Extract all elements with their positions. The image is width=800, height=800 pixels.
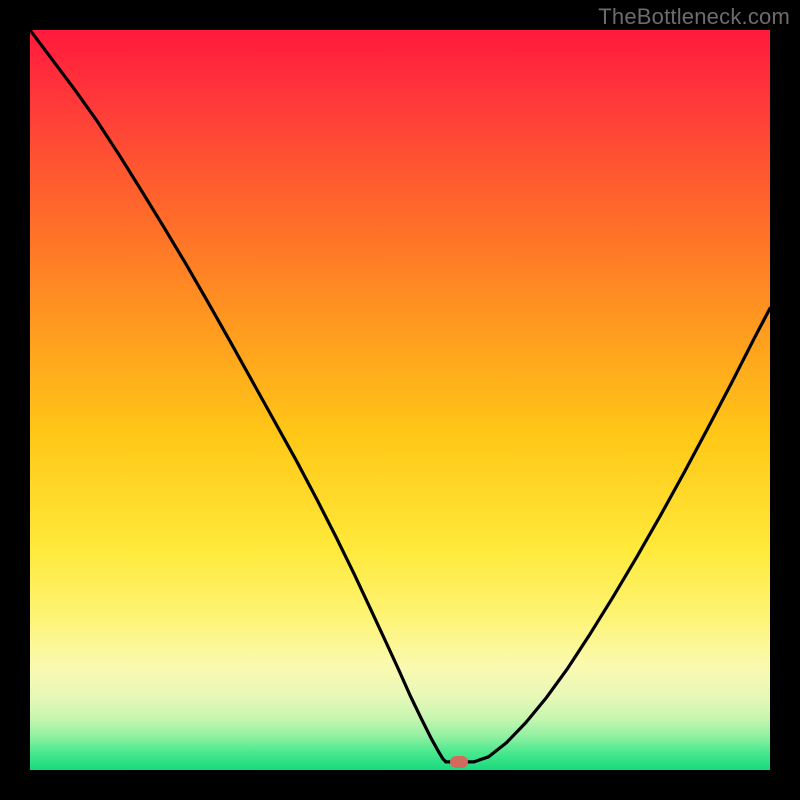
- minimum-marker: [450, 756, 468, 768]
- chart-frame: TheBottleneck.com: [0, 0, 800, 800]
- watermark-text: TheBottleneck.com: [598, 4, 790, 30]
- plot-svg: [30, 30, 770, 770]
- plot-area: [30, 30, 770, 770]
- gradient-background: [30, 30, 770, 770]
